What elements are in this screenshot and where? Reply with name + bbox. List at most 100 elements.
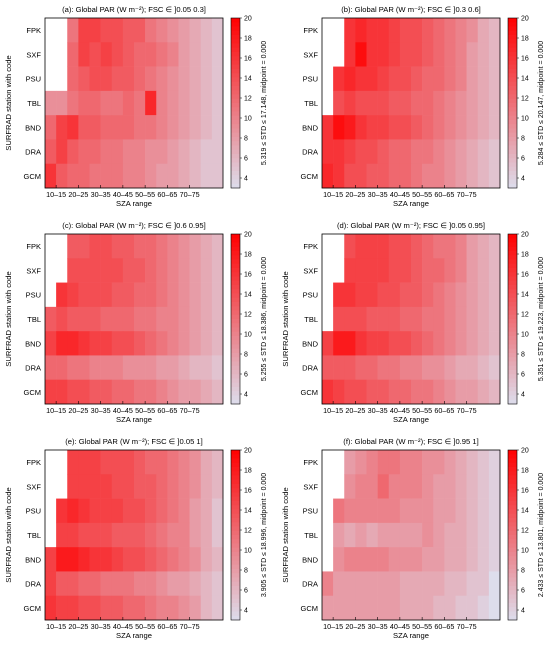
heatmap-cell: [488, 595, 501, 621]
heatmap-cell: [78, 474, 90, 499]
heatmap-cell: [200, 547, 213, 572]
heatmap-cell: [377, 282, 390, 308]
heatmap-cell: [167, 522, 179, 548]
heatmap-cell: [344, 90, 356, 116]
colorbar-segment: [508, 594, 517, 600]
colorbar-tick-label: 20: [521, 232, 529, 239]
colorbar-segment: [231, 569, 240, 574]
heatmap-cell: [178, 66, 190, 92]
colorbar-segment: [231, 475, 240, 481]
heatmap-cell: [444, 547, 456, 572]
heatmap-cell: [89, 522, 101, 548]
colorbar-frame: [507, 233, 518, 405]
y-axis-label: SURFRAD station with code: [4, 55, 13, 150]
heatmap-cell: [455, 474, 467, 499]
heatmap-cell: [100, 234, 113, 259]
colorbar-segment: [508, 361, 517, 367]
heatmap-cell: [89, 547, 101, 572]
colorbar-segment: [508, 52, 517, 57]
heatmap-cell: [377, 306, 390, 332]
colorbar-segment: [508, 526, 517, 532]
heatmap-cell: [433, 331, 445, 356]
colorbar-segment: [508, 607, 517, 612]
colorbar-segment: [508, 137, 517, 142]
plot-frame: [321, 17, 501, 189]
heatmap-cell: [189, 571, 202, 597]
heatmap-cell: [411, 474, 423, 499]
colorbar-segment: [508, 319, 517, 324]
heatmap-cell: [111, 90, 124, 116]
heatmap-cell: [45, 306, 57, 332]
heatmap-cell: [388, 355, 401, 381]
colorbar-segment: [231, 162, 240, 168]
heatmap-cell: [100, 595, 113, 621]
colorbar-segment: [508, 259, 517, 265]
colorbar-segment: [231, 615, 240, 621]
colorbar-segment: [231, 577, 240, 583]
heatmap-cell: [45, 547, 57, 572]
station-label: GCM: [24, 388, 42, 397]
colorbar-segment: [508, 175, 517, 180]
heatmap-cell: [167, 474, 179, 499]
x-tick-label: 40–45: [390, 622, 410, 631]
colorbar-segment: [231, 149, 240, 155]
colorbar-segment: [231, 43, 240, 49]
heatmap-cell: [422, 258, 434, 283]
colorbar-segment: [508, 569, 517, 574]
colorbar-segment: [508, 94, 517, 100]
colorbar-segment: [231, 391, 240, 396]
x-tick-label: 30–35: [91, 622, 111, 631]
heatmap-cell: [211, 139, 224, 165]
x-tick-label: 10–15: [46, 622, 66, 631]
heatmap-cell: [67, 282, 79, 308]
heatmap-cell: [388, 498, 401, 524]
x-tick-label: 30–35: [368, 406, 388, 415]
colorbar-segment: [508, 272, 517, 277]
heatmap-cell: [444, 258, 456, 283]
heatmap-cell: [355, 258, 367, 283]
colorbar-segment: [231, 501, 240, 506]
colorbar-segment: [508, 246, 517, 252]
heatmap-panel-5: (e): Global PAR (W m⁻²); FSC ∈ ]0.05 1] F…: [4, 437, 268, 640]
heatmap-cell: [78, 379, 90, 405]
heatmap-cell: [366, 139, 378, 165]
heatmap-cell: [89, 234, 101, 259]
heatmap-cell: [477, 234, 490, 259]
station-label: SXF: [303, 266, 318, 275]
colorbar-segment: [231, 120, 240, 125]
heatmap-cell: [433, 258, 445, 283]
station-label: GCM: [24, 604, 42, 613]
heatmap-cell: [145, 474, 157, 499]
heatmap-cell: [399, 306, 412, 332]
heatmap-cell: [122, 306, 135, 332]
heatmap-cell: [156, 42, 168, 67]
heatmap-cell: [167, 331, 179, 356]
heatmap-cell: [466, 18, 479, 43]
colorbar-segment: [508, 280, 517, 286]
colorbar-tick-label: 8: [521, 568, 525, 575]
colorbar-segment: [508, 149, 517, 155]
colorbar-segment: [231, 103, 240, 108]
heatmap-cell: [78, 306, 90, 332]
heatmap-cell: [134, 355, 146, 381]
heatmap-cell: [344, 331, 356, 356]
station-label: SXF: [26, 266, 41, 275]
heatmap-cell: [134, 379, 146, 405]
colorbar-segment: [231, 64, 240, 70]
colorbar-tick-label: 4: [521, 608, 525, 615]
y-axis-label: SURFRAD station with code: [281, 271, 290, 366]
heatmap-cell: [366, 234, 378, 259]
heatmap-cell: [122, 42, 135, 67]
heatmap-cell: [167, 258, 179, 283]
x-tick-label: 30–35: [368, 622, 388, 631]
heatmap-cell: [156, 571, 168, 597]
colorbar-segment: [231, 378, 240, 384]
heatmap-cell: [333, 306, 345, 332]
heatmap-cell: [111, 450, 124, 475]
heatmap-cell: [377, 379, 390, 405]
heatmap-cell: [444, 595, 456, 621]
colorbar-segment: [508, 73, 517, 78]
heatmap-cell: [366, 115, 378, 140]
heatmap-cell: [388, 282, 401, 308]
x-axis-label: SZA range: [393, 415, 429, 424]
